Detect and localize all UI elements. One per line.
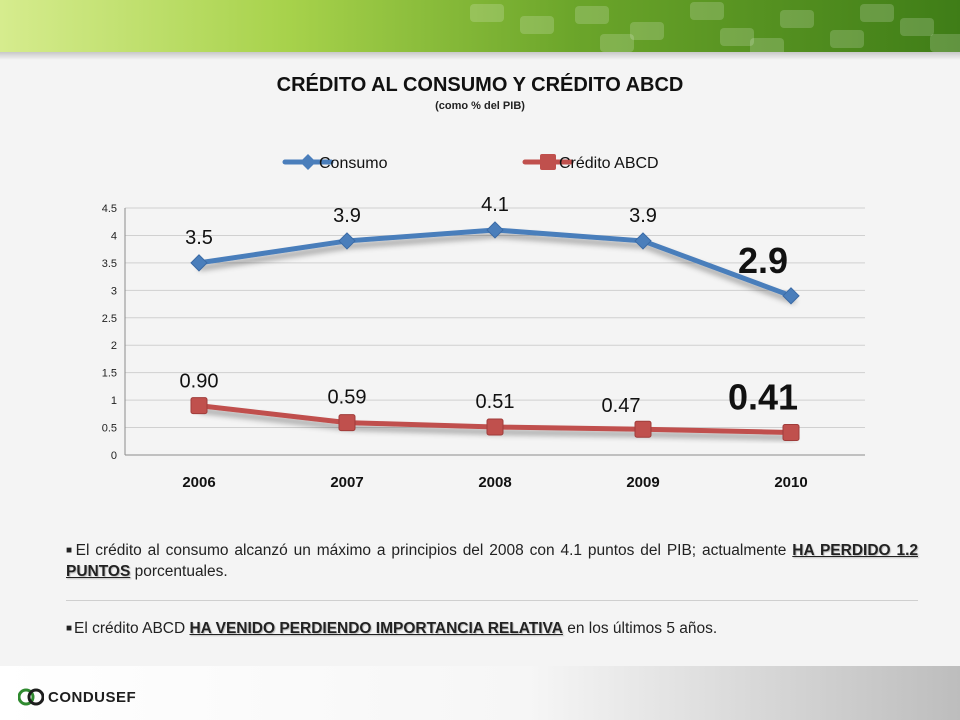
bullet-square-icon: ■	[66, 623, 73, 634]
banner-tile	[750, 38, 784, 52]
bullet-square-icon: ■	[66, 545, 74, 556]
logo-text: CONDUSEF	[48, 688, 137, 706]
data-point	[338, 232, 356, 250]
x-tick-label: 2007	[330, 474, 363, 491]
legend-item: Consumo	[282, 154, 388, 172]
series-credito-abcd: 0.90 0.59 0.51 0.47 0.41	[180, 371, 800, 441]
banner-tile	[690, 2, 724, 20]
banner-tile	[470, 4, 504, 22]
banner-tile	[900, 18, 934, 36]
note-text: El crédito al consumo alcanzó un máximo …	[75, 542, 793, 559]
chart-subtitle: (como % del PIB)	[435, 100, 525, 112]
chart-title: CRÉDITO AL CONSUMO Y CRÉDITO ABCD	[276, 74, 684, 96]
x-tick-label: 2006	[182, 474, 215, 491]
x-tick-label: 2009	[626, 474, 659, 491]
banner-tile	[630, 22, 664, 40]
chart-series: 3.5 3.9 4.1 3.9 2.9 0.90 0.59 0.51 0.47 0.41	[180, 194, 800, 441]
data-point	[190, 254, 208, 272]
banner-tile	[780, 10, 814, 28]
y-tick-label: 2	[111, 340, 117, 352]
data-point	[486, 221, 504, 239]
banner-tile	[720, 28, 754, 46]
y-tick-label: 4	[111, 230, 117, 242]
y-tick-label: 2.5	[102, 313, 117, 325]
header-banner	[0, 0, 960, 52]
legend-label: Crédito ABCD	[559, 155, 659, 172]
banner-tile	[575, 6, 609, 24]
data-point	[634, 232, 652, 250]
y-tick-label: 0.5	[102, 423, 117, 435]
data-label: 3.5	[185, 227, 213, 249]
data-point	[486, 418, 504, 436]
data-label: 4.1	[481, 194, 509, 216]
y-tick-label: 1.5	[102, 368, 117, 380]
data-label: 2.9	[738, 240, 788, 281]
legend-label: Consumo	[319, 155, 388, 172]
data-label: 3.9	[333, 205, 361, 227]
banner-shadow	[0, 52, 960, 60]
condusef-logo: CONDUSEF	[18, 686, 136, 708]
banner-tile	[600, 34, 634, 52]
legend-marker	[540, 154, 556, 170]
divider	[66, 600, 918, 601]
note-consumo: ■ El crédito al consumo alcanzó un máximo…	[66, 540, 918, 582]
data-label: 0.41	[728, 376, 798, 417]
note-emphasis: HA VENIDO PERDIENDO IMPORTANCIA RELATIVA	[189, 620, 563, 637]
data-point	[338, 414, 356, 432]
note-abcd: ■ El crédito ABCD HA VENIDO PERDIENDO IMP…	[66, 618, 918, 639]
data-label: 3.9	[629, 205, 657, 227]
footer: CONDUSEF	[0, 666, 960, 720]
x-tick-label: 2008	[478, 474, 511, 491]
data-point	[782, 287, 800, 305]
data-point	[782, 423, 800, 441]
series-consumo: 3.5 3.9 4.1 3.9 2.9	[185, 194, 800, 305]
legend-marker	[300, 154, 316, 170]
note-emphasis: HA PERDIDO 1.2 PUNTOS	[66, 542, 918, 580]
data-label: 0.51	[476, 391, 515, 413]
notes: ■ El crédito al consumo alcanzó un máximo…	[66, 540, 918, 639]
line-chart: 00.511.522.533.544.5 2006 2007 2008 2009 201…	[102, 154, 865, 491]
banner-tile	[520, 16, 554, 34]
banner-tile	[930, 34, 960, 52]
x-axis-ticks: 2006 2007 2008 2009 2010	[182, 474, 807, 491]
chart-legend: Consumo Crédito ABCD	[282, 154, 659, 172]
data-label: 0.90	[180, 371, 219, 393]
condusef-logo-icon	[18, 688, 44, 706]
data-point	[634, 420, 652, 438]
note-text: porcentuales.	[130, 563, 228, 580]
legend-item: Crédito ABCD	[522, 154, 659, 172]
data-label: 0.59	[328, 387, 367, 409]
y-tick-label: 3	[111, 285, 117, 297]
data-point	[190, 397, 208, 415]
x-tick-label: 2010	[774, 474, 807, 491]
banner-tile	[830, 30, 864, 48]
y-tick-label: 0	[111, 450, 117, 462]
data-label: 0.47	[602, 395, 641, 417]
y-tick-label: 3.5	[102, 258, 117, 270]
note-text: en los últimos 5 años.	[562, 620, 718, 637]
note-text: El crédito ABCD	[74, 620, 190, 637]
banner-tile	[860, 4, 894, 22]
y-axis-ticks: 0 0.5 1 1.5 2 2.5 3 3.5 4 4.5	[102, 203, 117, 462]
y-tick-label: 4.5	[102, 203, 117, 215]
y-tick-label: 1	[111, 395, 117, 407]
